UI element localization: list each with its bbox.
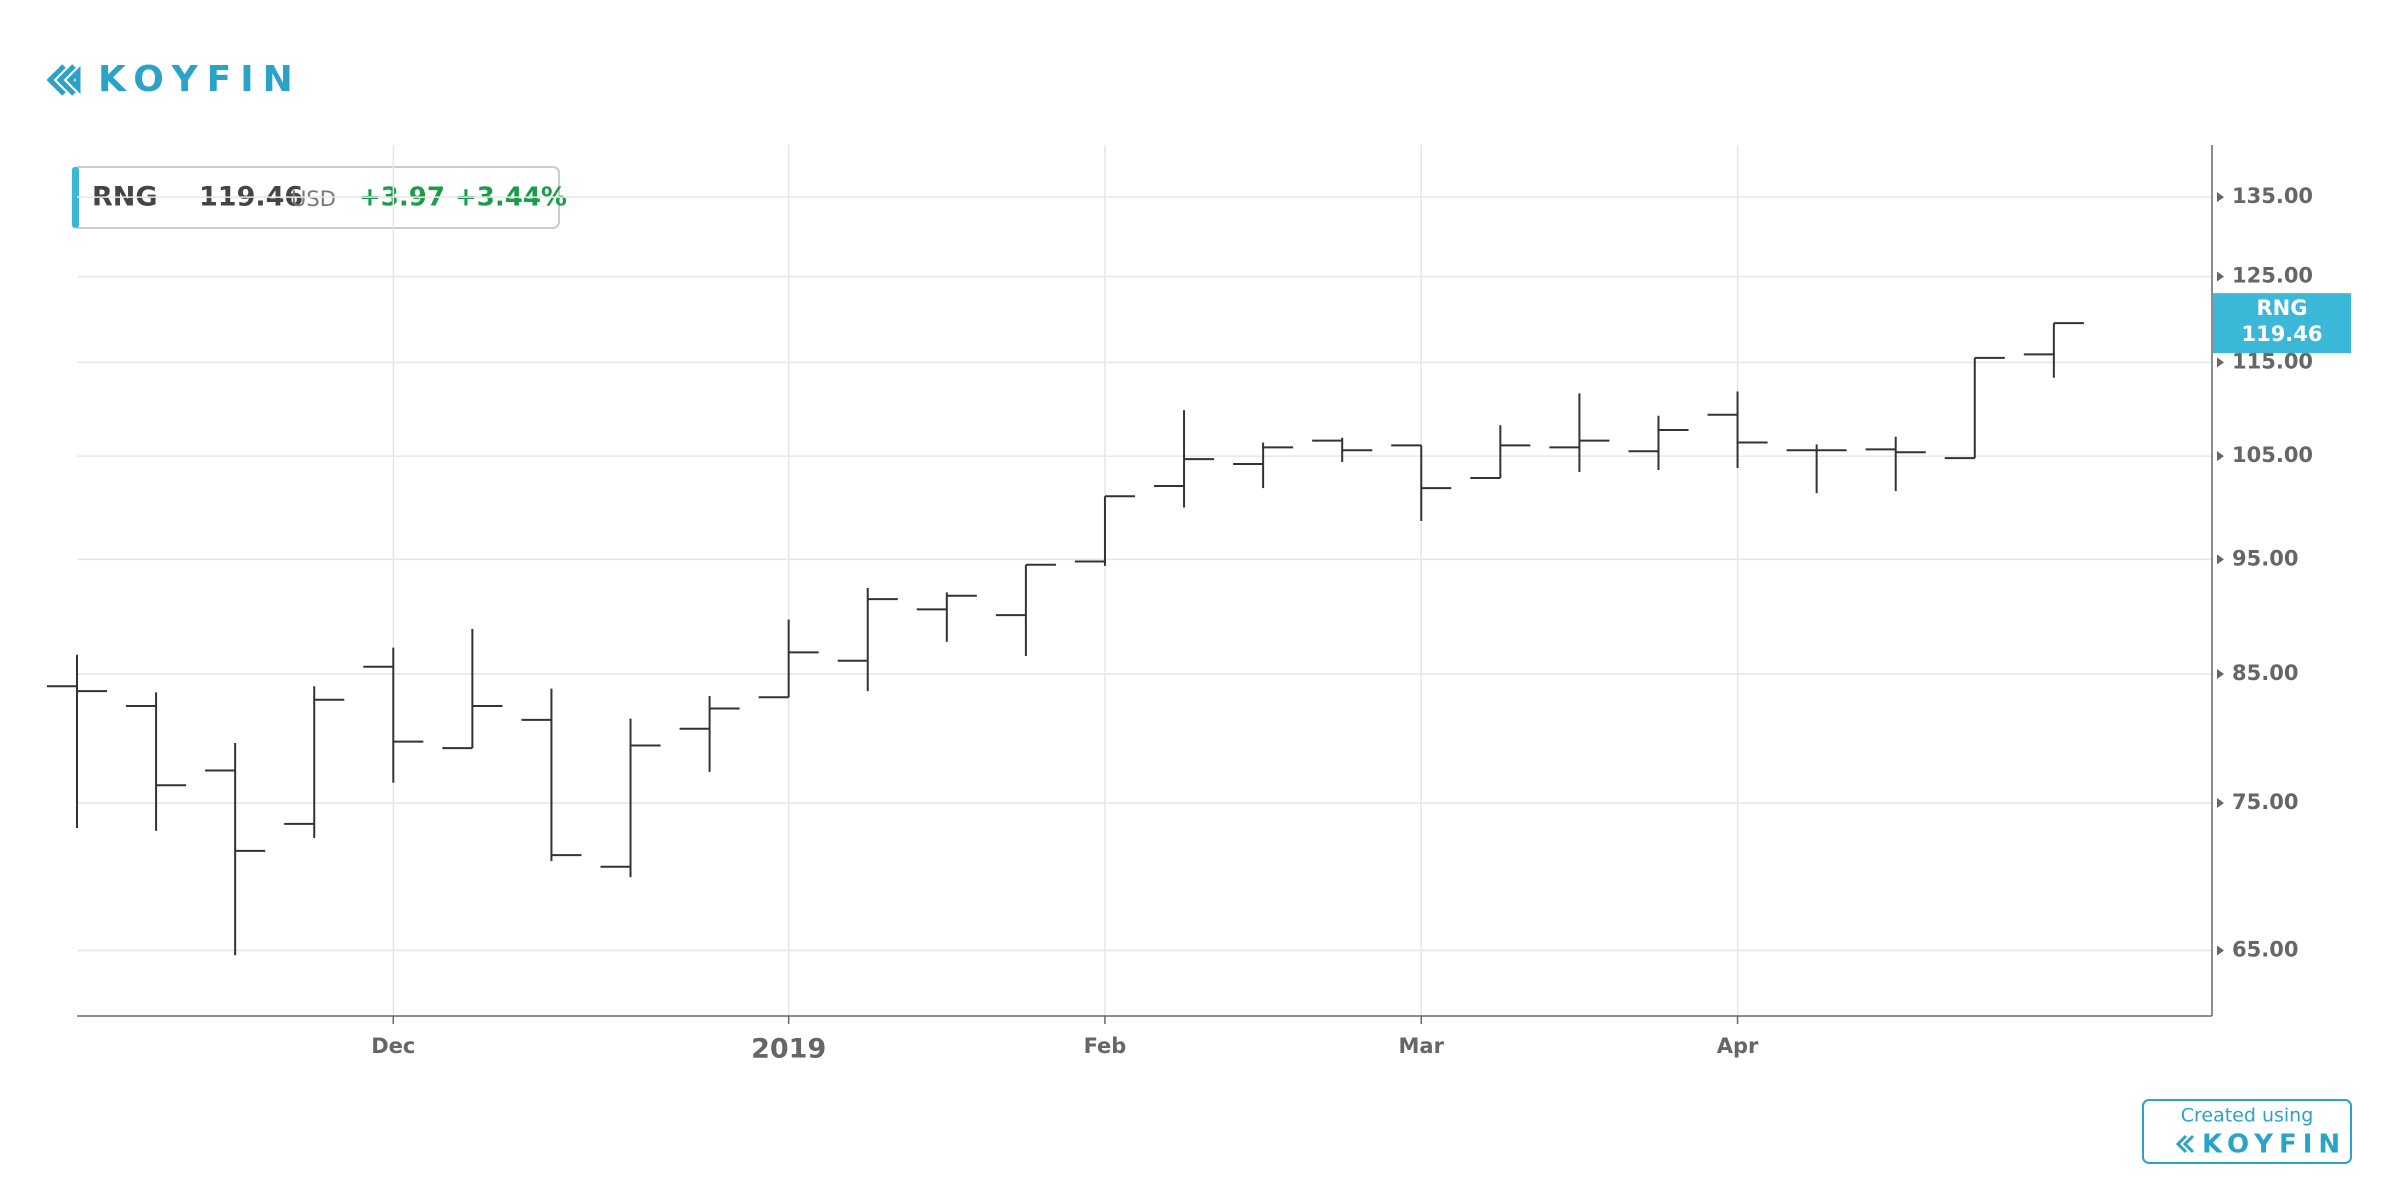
y-tick <box>2217 357 2224 368</box>
currency: USD <box>291 187 336 211</box>
ohlc-bar <box>1470 425 1531 479</box>
x-tick-label: Mar <box>1399 1034 1445 1058</box>
ohlc-bar <box>2023 322 2084 378</box>
y-tick <box>2217 668 2224 679</box>
ohlc-bar <box>1153 410 1215 508</box>
y-tick-label: 115.00 <box>2232 349 2313 373</box>
footer-logo: KOYFIN <box>2202 1130 2346 1160</box>
ohlc-bar <box>1391 444 1452 521</box>
y-tick-label: 125.00 <box>2232 263 2313 287</box>
ohlc-bar <box>1865 436 1926 492</box>
ohlc-bar <box>284 686 345 838</box>
ohlc-bar <box>916 592 977 642</box>
x-tick-label: Dec <box>371 1034 415 1058</box>
y-tick-label: 95.00 <box>2232 546 2298 570</box>
ohlc-bar <box>1074 495 1136 566</box>
ohlc-bar <box>1233 442 1294 489</box>
price-tag-ticker: RNG <box>2257 296 2308 320</box>
logo-text: KOYFIN <box>98 59 302 100</box>
y-tick-label: 65.00 <box>2232 938 2298 962</box>
ohlc-bar <box>758 619 819 699</box>
ohlc-bar <box>600 718 661 878</box>
y-tick <box>2217 451 2224 462</box>
ohlc-bar <box>363 647 424 783</box>
footer-badge: Created using KOYFIN <box>2142 1099 2352 1164</box>
footer-icon <box>2175 1134 2195 1154</box>
ohlc-bar <box>1628 415 1689 471</box>
y-tick-label: 85.00 <box>2232 661 2298 685</box>
y-tick <box>2217 192 2224 203</box>
ohlc-bar <box>1786 444 1847 494</box>
y-tick-label: 135.00 <box>2232 184 2313 208</box>
ohlc-bar <box>1549 393 1610 473</box>
x-tick-label: Apr <box>1717 1034 1759 1058</box>
ohlc-bar <box>46 654 108 829</box>
created-using: Created using <box>2181 1105 2314 1127</box>
ohlc-bar <box>1707 391 1768 469</box>
price-tag-value: 119.46 <box>2241 322 2322 346</box>
quote-box-stripe <box>72 167 79 228</box>
price-tag <box>2213 293 2351 354</box>
ohlc-bar <box>442 628 503 750</box>
x-tick-label: Feb <box>1084 1034 1127 1058</box>
ohlc-bar <box>1944 356 2005 460</box>
y-tick-label: 105.00 <box>2232 443 2313 467</box>
y-tick <box>2217 271 2224 282</box>
footer-frame <box>2142 1099 2352 1164</box>
logo-icon <box>46 64 81 96</box>
ohlc-bar <box>205 742 266 956</box>
y-tick <box>2217 798 2224 809</box>
y-tick <box>2217 554 2224 565</box>
y-tick-label: 75.00 <box>2232 790 2298 814</box>
ohlc-bar <box>521 688 582 861</box>
ohlc-bar <box>837 587 898 692</box>
ohlc-bar <box>1312 437 1373 463</box>
ohlc-bar <box>995 563 1056 656</box>
x-tick-label: 2019 <box>751 1034 826 1065</box>
ohlc-bar <box>126 692 187 831</box>
ohlc-bar <box>679 696 740 772</box>
y-tick <box>2217 945 2224 956</box>
logo: KOYFIN <box>46 59 302 100</box>
